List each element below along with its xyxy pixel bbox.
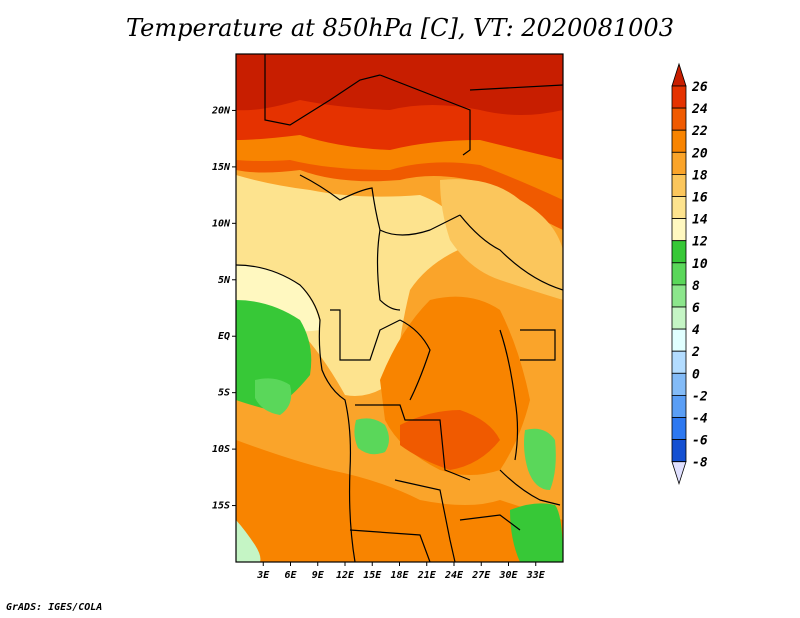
colorbar-level-label: 26 bbox=[691, 80, 708, 95]
lon-tick-label: 24E bbox=[444, 570, 464, 581]
lon-tick-label: 27E bbox=[471, 570, 491, 581]
colorbar-level-label: 22 bbox=[691, 124, 708, 139]
colorbar-top-triangle bbox=[671, 62, 687, 87]
lon-tick-label: 12E bbox=[336, 570, 355, 581]
field-gabon-light bbox=[255, 378, 292, 415]
lat-tick-label: 10N bbox=[212, 218, 231, 229]
colorbar-swatch bbox=[671, 129, 687, 153]
colorbar-swatch bbox=[671, 240, 687, 264]
colorbar-swatch bbox=[671, 218, 687, 242]
field-congo-core bbox=[400, 410, 500, 470]
colorbar-swatch bbox=[671, 196, 687, 220]
colorbar-swatch bbox=[671, 107, 687, 131]
temperature-field bbox=[236, 54, 563, 562]
colorbar-swatch bbox=[671, 328, 687, 352]
colorbar-level-label: 0 bbox=[692, 367, 700, 382]
colorbar-swatch bbox=[671, 417, 687, 441]
lon-tick-label: 15E bbox=[363, 570, 382, 581]
colorbar-level-label: 12 bbox=[692, 235, 708, 250]
colorbar-swatch bbox=[671, 350, 687, 374]
lat-tick-label: 5S bbox=[218, 388, 230, 399]
lat-tick-label: EQ bbox=[218, 331, 230, 342]
lon-tick-label: 30E bbox=[498, 570, 518, 581]
colorbar-swatch bbox=[671, 173, 687, 197]
colorbar-swatch bbox=[671, 262, 687, 286]
field-southeast-green bbox=[510, 503, 563, 562]
colorbar-level-label: 18 bbox=[692, 168, 708, 183]
colorbar-level-label: 8 bbox=[692, 279, 700, 294]
field-east-green bbox=[524, 428, 556, 490]
field-gabon-coast bbox=[236, 300, 312, 410]
colorbar-level-label: -6 bbox=[692, 434, 708, 449]
field-angola-plateau bbox=[354, 418, 389, 455]
colorbar-level-label: 4 bbox=[692, 323, 700, 338]
field-south-orange bbox=[236, 440, 563, 562]
lat-tick-label: 15N bbox=[212, 162, 231, 173]
grads-credit: GrADS: IGES/COLA bbox=[6, 602, 103, 613]
colorbar-level-label: -2 bbox=[692, 389, 708, 404]
colorbar-level-label: 20 bbox=[691, 146, 708, 161]
country-borders bbox=[236, 54, 563, 562]
map-title: Temperature at 850hPa [C], VT: 202008100… bbox=[126, 14, 674, 42]
lon-tick-label: 21E bbox=[417, 570, 437, 581]
colorbar-swatch bbox=[671, 306, 687, 330]
lon-tick-label: 9E bbox=[312, 570, 325, 581]
lat-tick-label: 20N bbox=[211, 105, 231, 116]
colorbar-level-label: -4 bbox=[692, 412, 708, 427]
latitude-axis: 20N 15N 10N 5N EQ 5S 10S 15S bbox=[211, 105, 236, 512]
colorbar-level-label: 16 bbox=[692, 191, 708, 206]
lon-tick-label: 6E bbox=[284, 570, 297, 581]
longitude-axis: 3E 6E 9E 12E 15E 18E 21E 24E 27E 30E 33E bbox=[256, 562, 546, 581]
colorbar-swatch bbox=[671, 151, 687, 175]
colorbar-swatch bbox=[671, 439, 687, 463]
lon-tick-label: 33E bbox=[526, 570, 546, 581]
colorbar-level-label: 6 bbox=[692, 301, 700, 316]
lon-tick-label: 3E bbox=[256, 570, 270, 581]
field-sahara-north bbox=[236, 54, 563, 115]
colorbar-level-label: 10 bbox=[692, 257, 708, 272]
field-southwest-cool bbox=[236, 520, 261, 562]
colorbar-level-label: -8 bbox=[692, 456, 708, 471]
colorbar-swatch bbox=[671, 85, 687, 109]
colorbar-level-label: 14 bbox=[692, 213, 708, 228]
field-east-plateau bbox=[440, 179, 563, 300]
colorbar-bottom-triangle bbox=[671, 461, 687, 486]
field-west-central bbox=[236, 175, 470, 396]
colorbar-swatch bbox=[671, 372, 687, 396]
lat-tick-label: 5N bbox=[218, 275, 231, 286]
colorbar-swatch bbox=[671, 394, 687, 418]
lat-tick-label: 15S bbox=[212, 501, 230, 512]
colorbar-level-label: 2 bbox=[691, 345, 700, 360]
colorbar-level-label: 24 bbox=[691, 102, 708, 117]
colorbar-swatch bbox=[671, 284, 687, 308]
lat-tick-label: 10S bbox=[212, 444, 230, 455]
lon-tick-label: 18E bbox=[390, 570, 409, 581]
